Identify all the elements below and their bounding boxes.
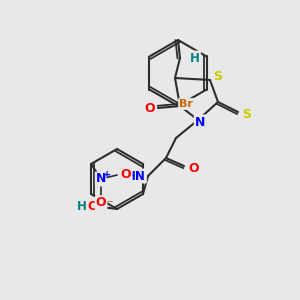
Text: S: S	[214, 70, 223, 83]
Text: H: H	[77, 200, 87, 212]
Text: O: O	[96, 196, 106, 209]
Text: O: O	[145, 103, 155, 116]
Text: H: H	[190, 52, 200, 64]
Text: O: O	[121, 169, 131, 182]
Text: O: O	[189, 161, 199, 175]
Text: ⁻: ⁻	[106, 199, 112, 212]
Text: N: N	[195, 116, 205, 128]
Text: O: O	[88, 200, 98, 214]
Text: HN: HN	[126, 169, 146, 182]
Text: S: S	[242, 107, 251, 121]
Text: +: +	[103, 170, 111, 180]
Text: Br: Br	[179, 99, 193, 109]
Text: N: N	[96, 172, 106, 185]
